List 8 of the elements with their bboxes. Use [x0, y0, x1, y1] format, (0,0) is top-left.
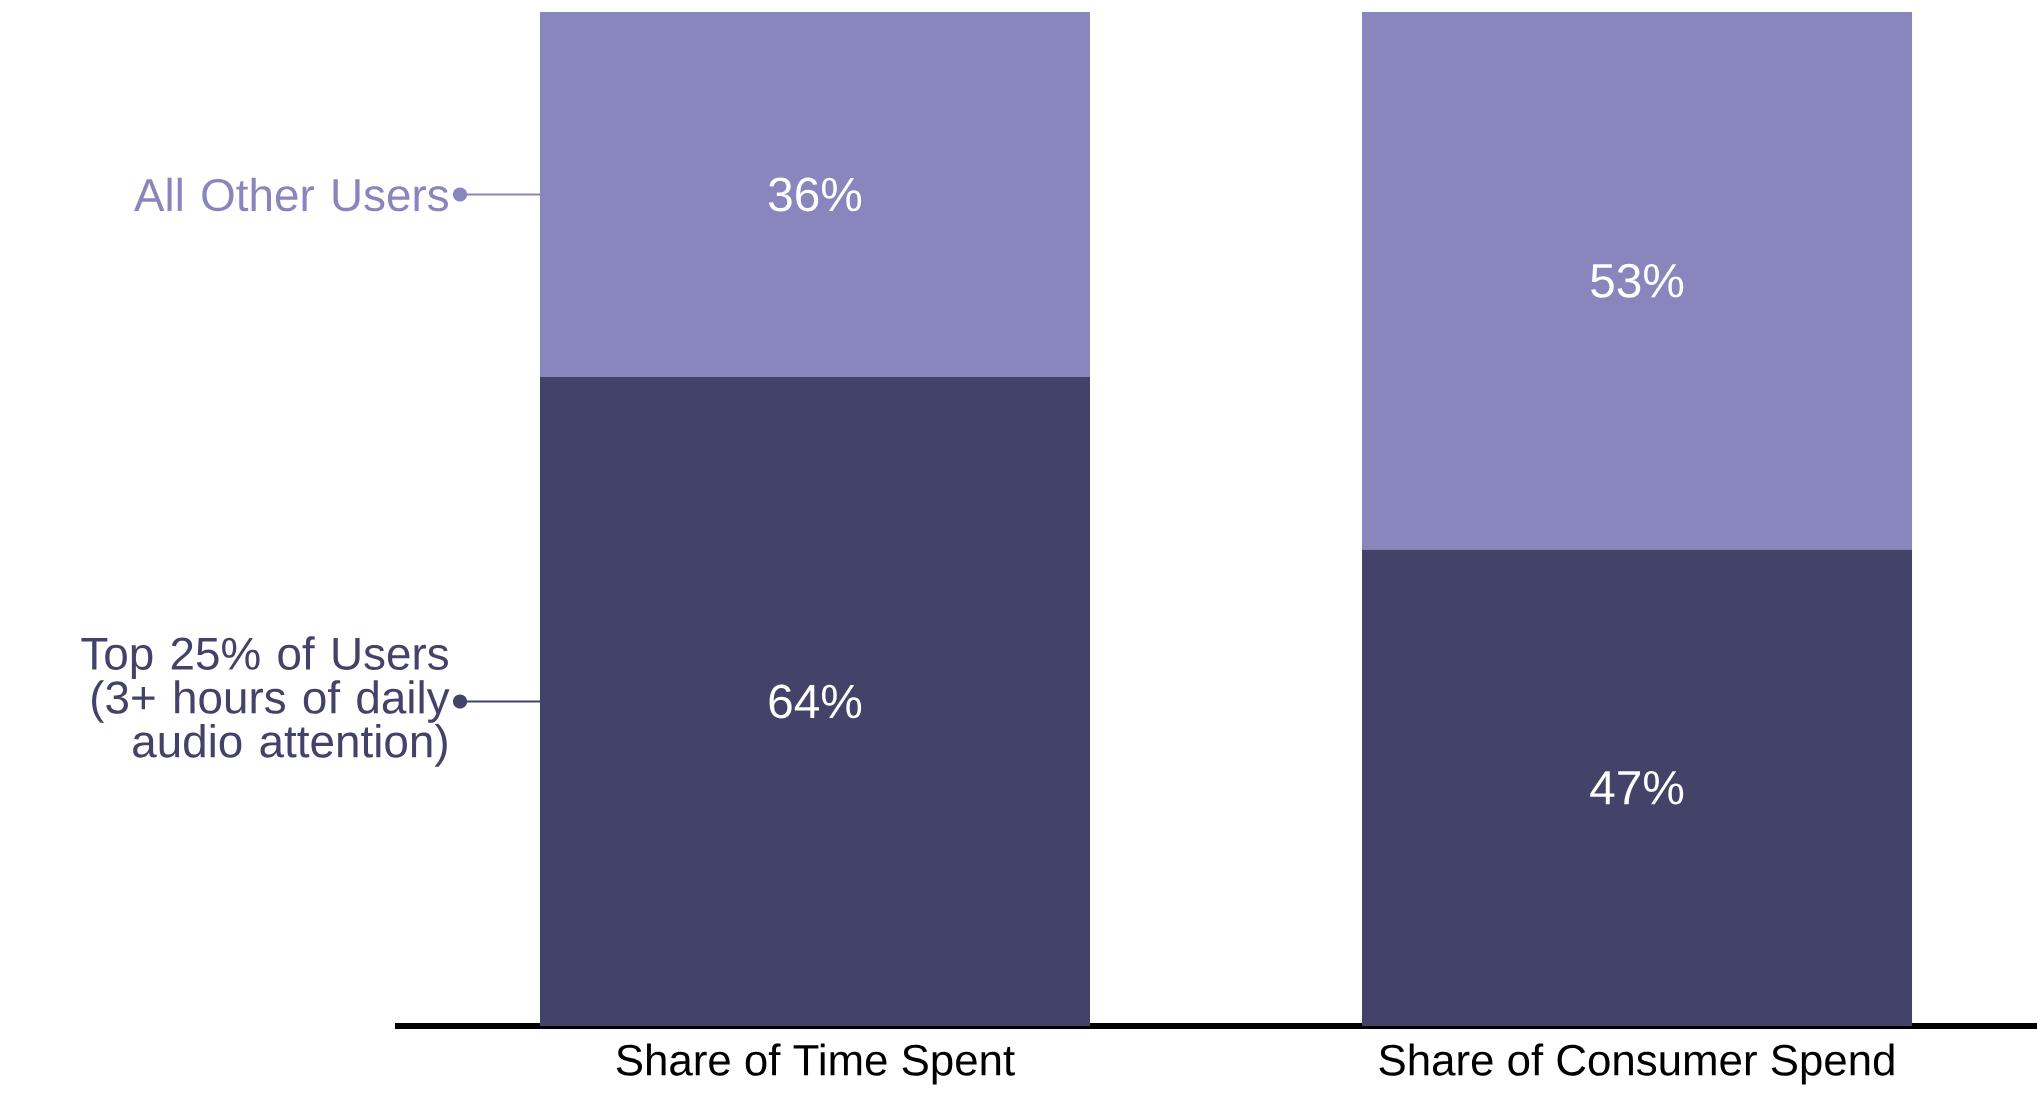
data-label: 53% — [1591, 263, 1684, 298]
data-label: 36% — [768, 177, 862, 212]
legend-label: All Other Users — [134, 177, 448, 212]
x-tick-label: Share of Consumer Spend — [1379, 1043, 1894, 1085]
data-label: 64% — [769, 684, 862, 719]
x-tick-label: Share of Time Spent — [616, 1043, 1015, 1085]
legend-label: Top 25% of Users (3+ hours of daily audio attention) — [81, 636, 450, 767]
data-label: 47% — [1590, 770, 1684, 805]
